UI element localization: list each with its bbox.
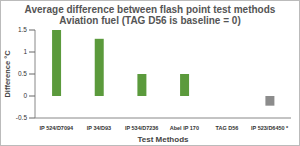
svg-text:IP 524/D7094: IP 524/D7094	[40, 125, 74, 131]
html-text:Average difference between fla: Average difference between flash point t…	[24, 4, 276, 15]
svg-text:0: 0	[23, 92, 27, 99]
svg-text:IP 534/D7236: IP 534/D7236	[125, 125, 159, 131]
svg-text:Test Methods: Test Methods	[138, 135, 190, 142]
svg-text:-0.5: -0.5	[16, 114, 28, 121]
svg-text:Difference °C: Difference °C	[8, 50, 12, 98]
svg-text:TAG D56: TAG D56	[216, 125, 239, 131]
svg-text:Abel IP 170: Abel IP 170	[170, 125, 199, 131]
svg-text:IP 523/D6450 *: IP 523/D6450 *	[251, 125, 289, 131]
svg-text:1: 1	[23, 48, 27, 55]
svg-text:IP 34/D93: IP 34/D93	[87, 125, 111, 131]
html-text:Aviation fuel (TAG D56 is base: Aviation fuel (TAG D56 is baseline = 0)	[59, 15, 241, 26]
svg-text:0.5: 0.5	[18, 70, 27, 77]
svg-text:1.5: 1.5	[18, 26, 27, 33]
